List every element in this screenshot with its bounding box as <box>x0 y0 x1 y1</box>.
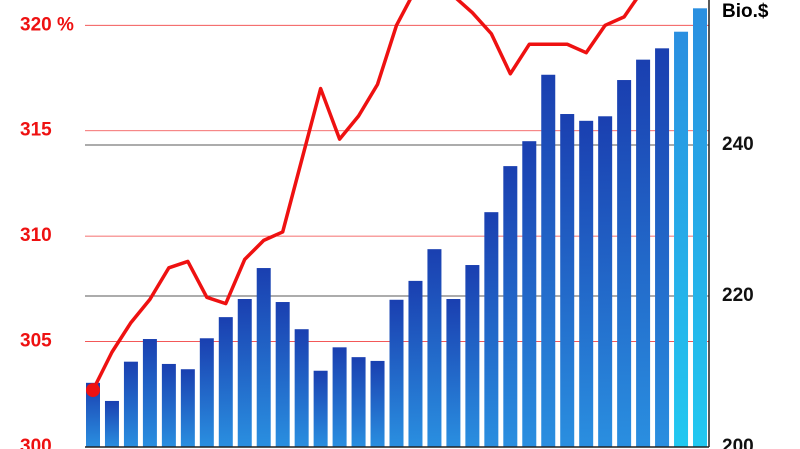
bar <box>560 114 575 448</box>
y2-axis-label: Bio.$ <box>722 1 769 22</box>
bar <box>370 360 385 447</box>
y-tick-label: 300 <box>20 436 52 449</box>
bar <box>294 329 309 447</box>
bar <box>674 31 689 448</box>
bar <box>142 339 157 447</box>
bar <box>617 80 632 447</box>
bar <box>579 120 594 447</box>
line-start-dot <box>86 383 100 398</box>
y2-tick-label: 240 <box>722 134 754 155</box>
bar <box>484 212 499 447</box>
bar <box>541 74 556 448</box>
bar <box>408 280 423 447</box>
bar <box>218 317 233 447</box>
bar <box>256 268 271 447</box>
bar <box>598 116 613 448</box>
bar <box>503 166 518 447</box>
bar <box>199 338 214 447</box>
bar <box>180 369 195 447</box>
y-tick-label: 310 <box>20 225 52 246</box>
bar <box>522 141 537 447</box>
bar <box>636 59 651 448</box>
bar <box>446 299 461 447</box>
bar <box>313 370 328 447</box>
plot <box>86 0 707 448</box>
bar <box>161 363 176 447</box>
y-tick-label: 305 <box>20 331 52 352</box>
bar <box>86 382 100 447</box>
bar <box>275 302 290 447</box>
bar <box>332 347 347 447</box>
y2-tick-label: 220 <box>722 285 754 306</box>
bar <box>389 299 404 447</box>
y2-tick-label: 200 <box>722 436 754 449</box>
bar <box>693 8 707 447</box>
bar <box>123 361 138 447</box>
line <box>91 0 638 391</box>
bar <box>465 265 480 447</box>
bar <box>351 357 366 447</box>
bar <box>655 48 670 447</box>
y-tick-label: 320 % <box>20 14 74 35</box>
bar <box>104 400 119 447</box>
y-tick-label: 315 <box>20 120 52 141</box>
bar <box>427 249 442 447</box>
bar <box>237 299 252 447</box>
